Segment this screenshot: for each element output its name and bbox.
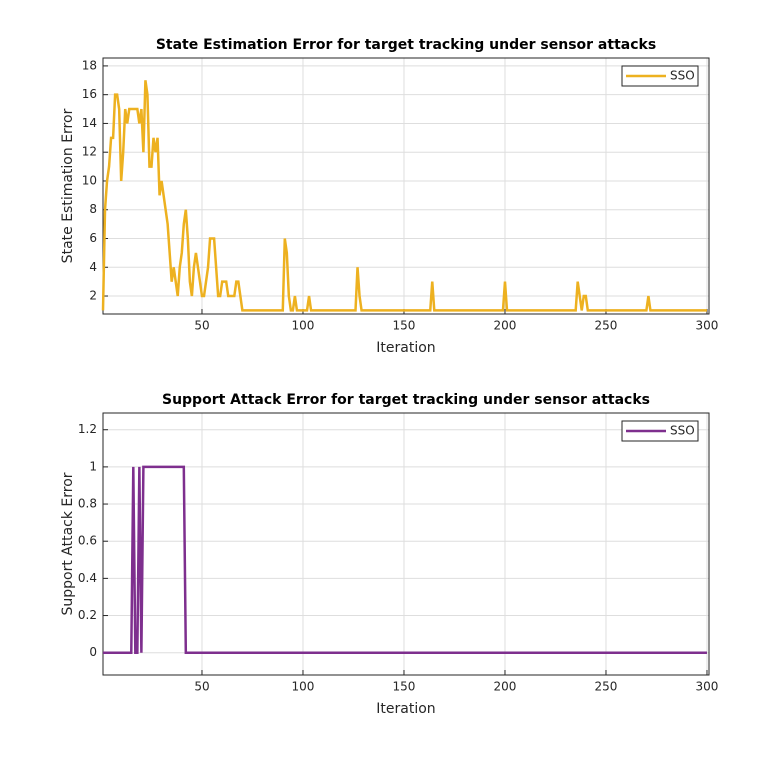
legend-label: SSO xyxy=(670,69,695,83)
chart-title: Support Attack Error for target tracking… xyxy=(162,392,650,408)
x-tick-label: 100 xyxy=(292,680,315,694)
x-tick-label: 200 xyxy=(494,680,517,694)
x-tick-label: 300 xyxy=(696,680,719,694)
x-tick-label: 150 xyxy=(393,319,416,333)
y-tick-label: 2 xyxy=(89,289,97,303)
x-tick-label: 50 xyxy=(194,319,209,333)
y-tick-label: 18 xyxy=(82,58,97,72)
x-tick-label: 250 xyxy=(595,319,618,333)
y-axis-label: State Estimation Error xyxy=(60,108,76,263)
legend-label: SSO xyxy=(670,424,695,438)
axes-box xyxy=(102,57,710,315)
x-tick-label: 200 xyxy=(494,319,517,333)
axes-box xyxy=(102,412,710,676)
x-tick-label: 300 xyxy=(696,319,719,333)
y-tick-label: 0.6 xyxy=(78,534,97,548)
x-axis-label: Iteration xyxy=(376,701,435,717)
y-tick-label: 0 xyxy=(89,645,97,659)
x-tick-label: 150 xyxy=(393,680,416,694)
plot-area xyxy=(103,58,709,314)
y-tick-label: 14 xyxy=(82,116,97,130)
y-tick-label: 0.8 xyxy=(78,497,97,511)
y-tick-label: 0.2 xyxy=(78,608,97,622)
y-tick-label: 12 xyxy=(82,145,97,159)
y-axis-label: Support Attack Error xyxy=(60,472,76,615)
y-tick-label: 8 xyxy=(89,202,97,216)
y-tick-label: 10 xyxy=(82,173,97,187)
x-tick-label: 100 xyxy=(292,319,315,333)
x-tick-label: 250 xyxy=(595,680,618,694)
y-tick-label: 6 xyxy=(89,231,97,245)
y-tick-label: 1.2 xyxy=(78,422,97,436)
y-tick-label: 0.4 xyxy=(78,571,97,585)
y-tick-label: 1 xyxy=(89,459,97,473)
plot-area xyxy=(103,413,709,675)
chart-title: State Estimation Error for target tracki… xyxy=(156,37,656,53)
x-tick-label: 50 xyxy=(194,680,209,694)
x-axis-label: Iteration xyxy=(376,340,435,356)
data-line xyxy=(103,465,707,654)
y-tick-label: 4 xyxy=(89,260,97,274)
y-tick-label: 16 xyxy=(82,87,97,101)
data-line xyxy=(101,80,707,312)
